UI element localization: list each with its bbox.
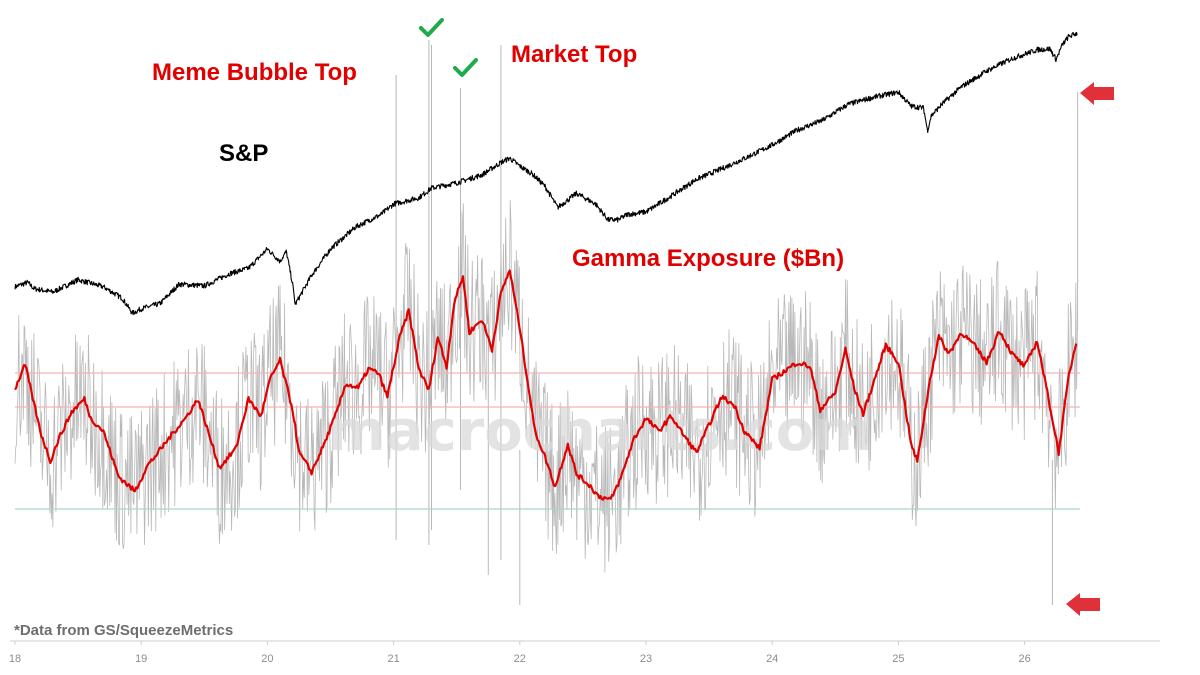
x-tick-label: 20 xyxy=(261,653,273,665)
raw-gamma-line xyxy=(14,200,1078,573)
x-tick-label: 26 xyxy=(1018,653,1030,665)
x-axis-ticks: 18 19 20 21 22 23 24 25 26 xyxy=(9,641,1031,665)
check-mark-icon xyxy=(453,58,479,77)
arrow-bottom-icon xyxy=(1066,593,1100,616)
check-marks xyxy=(418,18,479,77)
sp-series-line xyxy=(14,31,1078,316)
x-tick-label: 22 xyxy=(514,653,526,665)
x-tick-label: 18 xyxy=(9,653,21,665)
annotation-gamma-label: Gamma Exposure ($Bn) xyxy=(572,245,844,272)
x-tick-label: 23 xyxy=(640,653,652,665)
source-note: *Data from GS/SqueezeMetrics xyxy=(14,622,233,639)
x-tick-label: 19 xyxy=(135,653,147,665)
x-tick-label: 21 xyxy=(387,653,399,665)
arrow-top-icon xyxy=(1080,82,1114,105)
x-tick-label: 25 xyxy=(892,653,904,665)
check-mark-icon xyxy=(418,18,444,37)
raw-gamma-spikes xyxy=(14,40,1079,605)
annotation-sp-label: S&P xyxy=(219,140,268,167)
x-tick-label: 24 xyxy=(766,653,778,665)
gamma-series-line xyxy=(14,269,1078,501)
watermark: macrocharts.com xyxy=(327,399,872,464)
annotation-meme-bubble-top: Meme Bubble Top xyxy=(152,59,357,86)
annotation-market-top: Market Top xyxy=(511,41,637,68)
